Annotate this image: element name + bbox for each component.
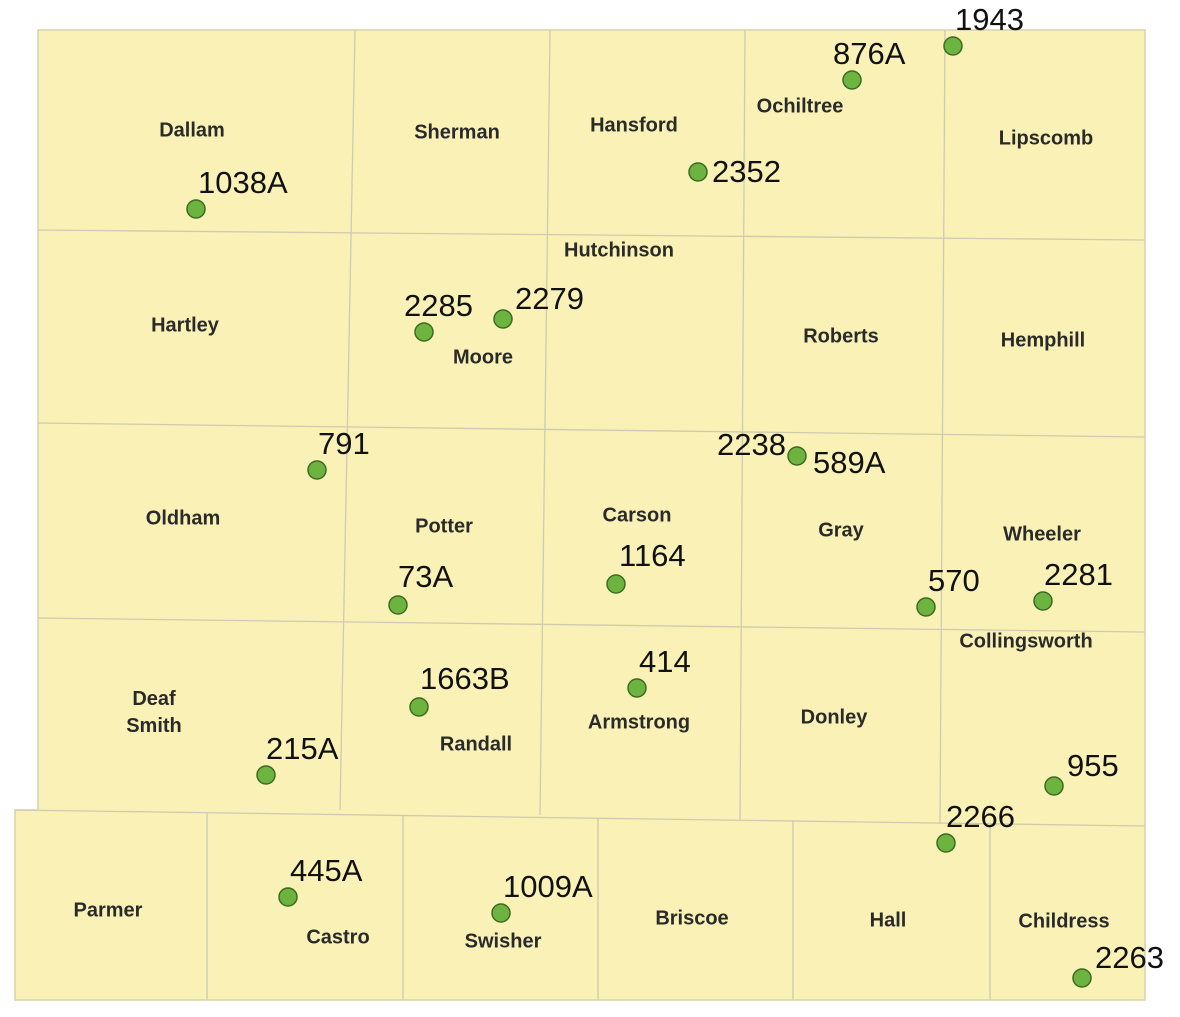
site-marker xyxy=(409,697,429,717)
site-marker xyxy=(627,678,647,698)
site-label: 2281 xyxy=(1044,557,1113,592)
county-label: Hansford xyxy=(590,114,678,137)
county-label: Lipscomb xyxy=(998,127,1094,150)
site-label: 876A xyxy=(833,36,906,71)
site-marker xyxy=(186,199,206,219)
site-label: 2238 xyxy=(717,427,786,462)
site-marker xyxy=(388,595,408,615)
county-label: Briscoe xyxy=(655,907,729,930)
county-label: Oldham xyxy=(145,507,221,530)
county-borders xyxy=(14,29,1146,1000)
site-label: 589A xyxy=(813,445,886,480)
site-marker xyxy=(1033,591,1053,611)
county-label: Deaf Smith xyxy=(126,688,182,737)
site-marker xyxy=(1044,776,1064,796)
county-label: Hutchinson xyxy=(564,239,674,262)
county-label: Potter xyxy=(415,515,473,538)
site-label: 2279 xyxy=(515,281,584,316)
site-label: 2266 xyxy=(946,799,1015,834)
site-marker xyxy=(491,903,511,923)
site-marker xyxy=(1072,968,1092,988)
county-label: Ochiltree xyxy=(756,95,844,118)
site-label: 414 xyxy=(639,644,691,679)
site-marker xyxy=(842,70,862,90)
county-label: Carson xyxy=(602,504,672,527)
site-label: 73A xyxy=(398,559,453,594)
site-label: 1943 xyxy=(955,2,1024,37)
site-marker xyxy=(307,460,327,480)
site-marker xyxy=(414,322,434,342)
county-label: Randall xyxy=(439,733,513,756)
site-marker xyxy=(916,597,936,617)
site-marker xyxy=(493,309,513,329)
county-label: Armstrong xyxy=(587,711,691,734)
site-marker xyxy=(278,887,298,907)
county-label: Castro xyxy=(306,926,370,949)
county-label: Hall xyxy=(869,909,907,932)
county-label: Donley xyxy=(800,706,868,729)
county-label: Sherman xyxy=(414,121,500,144)
site-marker xyxy=(606,574,626,594)
county-label: Moore xyxy=(453,346,513,369)
site-label: 2263 xyxy=(1095,940,1164,975)
site-label: 2352 xyxy=(712,154,781,189)
county-label: Swisher xyxy=(464,930,542,953)
county-label: Wheeler xyxy=(1003,523,1081,546)
site-label: 955 xyxy=(1067,748,1119,783)
county-label: Parmer xyxy=(73,899,143,922)
county-label: Childress xyxy=(1018,910,1110,933)
county-label: Dallam xyxy=(159,119,225,142)
site-marker xyxy=(936,833,956,853)
site-label: 1009A xyxy=(503,869,593,904)
county-label: Hemphill xyxy=(1000,329,1086,352)
county-label: Collingsworth xyxy=(959,630,1093,653)
site-label: 215A xyxy=(266,731,339,766)
site-label: 2285 xyxy=(404,288,473,323)
site-marker xyxy=(787,446,807,466)
site-marker xyxy=(688,162,708,182)
site-label: 570 xyxy=(928,563,980,598)
county-label: Gray xyxy=(818,519,864,542)
site-marker xyxy=(256,765,276,785)
county-label: Roberts xyxy=(803,325,879,348)
site-label: 1164 xyxy=(619,538,686,573)
site-label: 1038A xyxy=(198,165,288,200)
site-label: 1663B xyxy=(420,661,510,696)
site-label: 791 xyxy=(318,426,370,461)
site-label: 445A xyxy=(290,853,363,888)
site-marker xyxy=(943,36,963,56)
county-label: Hartley xyxy=(151,314,219,337)
